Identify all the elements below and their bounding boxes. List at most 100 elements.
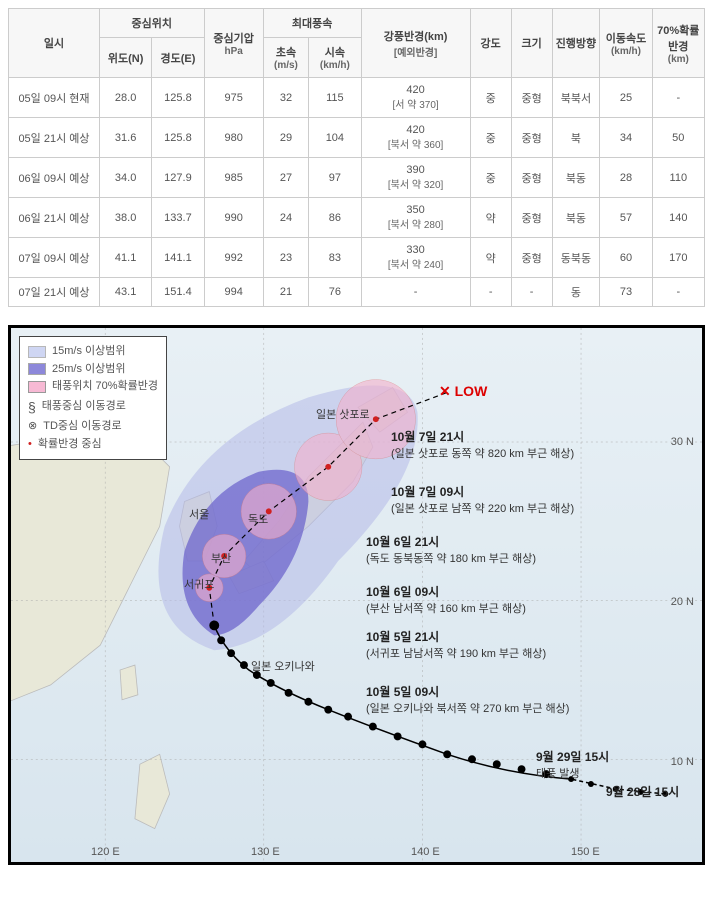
place-seoul: 서울	[189, 506, 209, 522]
table-cell: 330[북서 약 240]	[361, 238, 470, 278]
table-cell: 중	[470, 118, 511, 158]
table-cell: 990	[204, 198, 263, 238]
table-cell: 76	[309, 278, 361, 307]
table-cell: 975	[204, 78, 263, 118]
legend-center-track: 태풍중심 이동경로	[42, 398, 126, 416]
table-cell: 83	[309, 238, 361, 278]
map-annotation: 10월 6일 09시(부산 남서쪽 약 160 km 부근 해상)	[366, 583, 526, 616]
map-annotation: 10월 6일 21시(독도 동북동쪽 약 180 km 부근 해상)	[366, 533, 536, 566]
table-cell: 중형	[511, 78, 552, 118]
table-cell: 60	[600, 238, 652, 278]
map-annotation: 10월 7일 09시(일본 삿포로 남쪽 약 220 km 부근 해상)	[391, 483, 574, 516]
table-cell: -	[652, 278, 704, 307]
th-intensity: 강도	[470, 9, 511, 78]
table-cell: 41.1	[99, 238, 151, 278]
table-cell: 151.4	[152, 278, 204, 307]
table-cell: 05일 09시 현재	[9, 78, 100, 118]
table-cell: 25	[600, 78, 652, 118]
table-cell: 133.7	[152, 198, 204, 238]
legend-15ms: 15m/s 이상범위	[52, 343, 126, 361]
place-sapporo: 일본 삿포로	[316, 406, 370, 422]
table-cell: 980	[204, 118, 263, 158]
table-cell: -	[652, 78, 704, 118]
table-cell: 중	[470, 158, 511, 198]
th-max-wind: 최대풍속	[263, 9, 361, 38]
td-track-icon: ⊗	[28, 418, 37, 436]
th-lon: 경도(E)	[152, 38, 204, 78]
table-cell: -	[470, 278, 511, 307]
table-cell: 125.8	[152, 118, 204, 158]
table-cell: 06일 21시 예상	[9, 198, 100, 238]
table-header: 일시 중심위치 중심기압hPa 최대풍속 강풍반경(km)[예외반경] 강도 크…	[9, 9, 705, 78]
table-cell: 약	[470, 198, 511, 238]
table-cell: 115	[309, 78, 361, 118]
table-cell: 34	[600, 118, 652, 158]
table-cell: 104	[309, 118, 361, 158]
table-cell: 994	[204, 278, 263, 307]
grid-lat30: 30 N	[671, 436, 694, 448]
table-cell: 125.8	[152, 78, 204, 118]
table-cell: 31.6	[99, 118, 151, 158]
table-row: 06일 09시 예상34.0127.99852797390[북서 약 320]중…	[9, 158, 705, 198]
map-annotation: 10월 5일 21시(서귀포 남남서쪽 약 190 km 부근 해상)	[366, 628, 546, 661]
table-cell: 57	[600, 198, 652, 238]
map-annotation: 10월 7일 21시(일본 삿포로 동쪽 약 820 km 부근 해상)	[391, 428, 574, 461]
table-cell: 05일 21시 예상	[9, 118, 100, 158]
table-cell: 중형	[511, 198, 552, 238]
table-cell: 21	[263, 278, 308, 307]
table-cell: 140	[652, 198, 704, 238]
table-cell: 동북동	[552, 238, 600, 278]
legend-td-track: TD중심 이동경로	[43, 418, 121, 436]
table-cell: 110	[652, 158, 704, 198]
table-cell: 중형	[511, 238, 552, 278]
table-cell: 43.1	[99, 278, 151, 307]
th-lat: 위도(N)	[99, 38, 151, 78]
prob-center-icon: •	[28, 436, 32, 454]
map-annotation: 10월 5일 09시(일본 오키나와 북서쪽 약 270 km 부근 해상)	[366, 683, 569, 716]
table-cell: 32	[263, 78, 308, 118]
legend-prob70: 태풍위치 70%확률반경	[52, 378, 158, 396]
table-cell: 24	[263, 198, 308, 238]
typhoon-track-icon: §	[28, 396, 36, 418]
low-marker: ✕ LOW	[439, 383, 487, 400]
table-cell: 97	[309, 158, 361, 198]
table-cell: 중형	[511, 118, 552, 158]
table-cell: 07일 21시 예상	[9, 278, 100, 307]
table-row: 05일 09시 현재28.0125.897532115420[서 약 370]중…	[9, 78, 705, 118]
table-cell: 북동	[552, 158, 600, 198]
legend-prob-center: 확률반경 중심	[38, 436, 102, 454]
table-cell: 07일 09시 예상	[9, 238, 100, 278]
table-cell: 북동	[552, 198, 600, 238]
th-speed: 이동속도(km/h)	[600, 9, 652, 78]
th-direction: 진행방향	[552, 9, 600, 78]
table-cell: 86	[309, 198, 361, 238]
table-cell: 28.0	[99, 78, 151, 118]
table-cell: 27	[263, 158, 308, 198]
th-center-pos: 중심위치	[99, 9, 204, 38]
table-row: 07일 09시 예상41.1141.19922383330[북서 약 240]약…	[9, 238, 705, 278]
swatch-15ms	[28, 346, 46, 358]
grid-lon140: 140 E	[411, 846, 440, 858]
table-cell: 73	[600, 278, 652, 307]
map-annotation: 9월 29일 15시태풍 발생	[536, 748, 609, 781]
table-cell: 38.0	[99, 198, 151, 238]
th-wind-ms: 초속(m/s)	[263, 38, 308, 78]
map-legend: 15m/s 이상범위 25m/s 이상범위 태풍위치 70%확률반경 §태풍중심…	[19, 336, 167, 460]
place-dokdo: 독도	[248, 511, 268, 527]
grid-lon150: 150 E	[571, 846, 600, 858]
table-cell: 50	[652, 118, 704, 158]
table-cell: 127.9	[152, 158, 204, 198]
th-pressure: 중심기압hPa	[204, 9, 263, 78]
table-cell: 06일 09시 예상	[9, 158, 100, 198]
table-cell: 992	[204, 238, 263, 278]
table-cell: -	[511, 278, 552, 307]
grid-lat10: 10 N	[671, 756, 694, 768]
swatch-prob70	[28, 381, 46, 393]
table-cell: 약	[470, 238, 511, 278]
swatch-25ms	[28, 363, 46, 375]
typhoon-data-table: 일시 중심위치 중심기압hPa 최대풍속 강풍반경(km)[예외반경] 강도 크…	[8, 8, 705, 307]
table-body: 05일 09시 현재28.0125.897532115420[서 약 370]중…	[9, 78, 705, 307]
table-cell: 141.1	[152, 238, 204, 278]
table-cell: 북북서	[552, 78, 600, 118]
th-datetime: 일시	[9, 9, 100, 78]
